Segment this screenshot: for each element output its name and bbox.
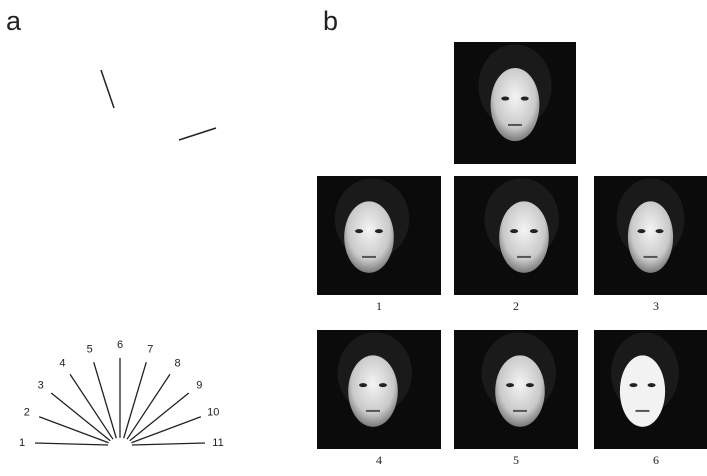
panel-label: a (6, 6, 22, 36)
face (344, 201, 394, 273)
face-photo (594, 176, 707, 295)
fan-label: 1 (19, 437, 25, 449)
eye (520, 96, 529, 101)
fan-label: 7 (147, 344, 153, 356)
eye (374, 229, 383, 234)
face (490, 67, 540, 142)
face-grid: 1 2 3 4 5 6 (317, 42, 707, 467)
eye (525, 383, 534, 388)
face (499, 201, 549, 273)
face-photo (454, 42, 576, 164)
fan-label: 4 (59, 358, 65, 370)
fan-line (34, 442, 109, 446)
fan-line (38, 416, 109, 444)
eye (647, 383, 656, 388)
fan-line (93, 361, 117, 439)
photo-caption: 3 (653, 299, 659, 313)
face-photo (594, 330, 707, 449)
photo-caption: 6 (653, 453, 659, 467)
stimulus-line (178, 127, 217, 141)
face (627, 201, 674, 273)
eye (359, 383, 368, 388)
eye (637, 229, 646, 234)
eye (501, 96, 510, 101)
photo-caption: 1 (376, 299, 382, 313)
eye (510, 229, 519, 234)
fan-line (131, 442, 206, 446)
fan-label: 11 (212, 437, 223, 449)
fan-label: 9 (196, 379, 202, 391)
fan-label: 6 (117, 339, 123, 351)
stimulus-line (100, 69, 115, 109)
eye (655, 229, 664, 234)
fan-line (50, 392, 111, 442)
photo-caption: 2 (513, 299, 519, 313)
eye (629, 383, 638, 388)
fan-label: 2 (24, 407, 30, 419)
eye (355, 229, 364, 234)
panel-label: b (323, 6, 338, 36)
face (495, 355, 545, 427)
eye (529, 229, 538, 234)
fan-label: 5 (87, 344, 93, 356)
fan-line (123, 361, 147, 439)
eye (506, 383, 515, 388)
eye (378, 383, 387, 388)
fan-label: 8 (175, 358, 181, 370)
fan-label: 3 (38, 379, 44, 391)
face-photo (454, 330, 578, 449)
face-photo (317, 176, 441, 295)
photo-caption: 4 (376, 453, 382, 467)
face-photo (317, 330, 441, 449)
face (348, 355, 398, 427)
orientation-fan: 1 2 3 4 5 6 7 8 9 10 11 (19, 339, 224, 449)
fan-line (126, 373, 171, 440)
face (619, 355, 666, 427)
fan-label: 10 (207, 407, 219, 419)
fan-line (129, 392, 190, 442)
face-photo (454, 176, 578, 295)
fan-line (69, 373, 114, 440)
photo-caption: 5 (513, 453, 519, 467)
fan-line (131, 416, 202, 444)
